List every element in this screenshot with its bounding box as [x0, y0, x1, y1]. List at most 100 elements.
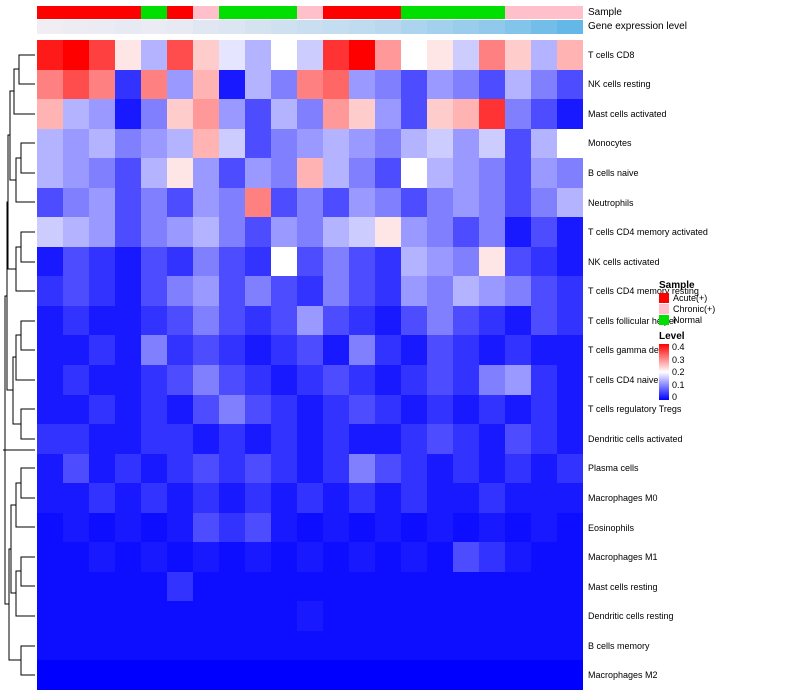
heatmap-cell — [505, 158, 531, 188]
row-label: NK cells resting — [588, 79, 651, 90]
heatmap-cell — [167, 276, 193, 306]
heatmap-cell — [453, 453, 479, 484]
heatmap-cell — [375, 128, 401, 159]
heatmap-cell — [115, 364, 141, 395]
heatmap-cell — [349, 483, 375, 513]
heatmap-cell — [375, 601, 401, 631]
heatmap-cell — [245, 660, 271, 690]
heatmap-cell — [427, 630, 453, 661]
expression-annotation-bar — [37, 20, 583, 34]
heatmap-cell — [63, 512, 89, 543]
heatmap-cell — [193, 630, 219, 661]
sample-annotation-cell — [401, 6, 427, 19]
heatmap-cell — [453, 364, 479, 395]
heatmap-cell — [219, 128, 245, 159]
heatmap-cell — [271, 99, 297, 129]
heatmap-cell — [531, 364, 557, 395]
row-label: B cells naive — [588, 167, 639, 178]
heatmap-cell — [375, 40, 401, 70]
heatmap-cell — [63, 542, 89, 572]
heatmap-cell — [63, 424, 89, 454]
heatmap-cell — [323, 335, 349, 365]
heatmap-cell — [557, 99, 583, 129]
heatmap-cell — [193, 335, 219, 365]
heatmap-cell — [297, 40, 323, 70]
heatmap-cell — [63, 630, 89, 661]
heatmap-cell — [37, 305, 63, 336]
heatmap-cell — [245, 128, 271, 159]
heatmap-cell — [115, 542, 141, 572]
heatmap-cell — [115, 217, 141, 247]
heatmap-cell — [531, 630, 557, 661]
heatmap-cell — [115, 276, 141, 306]
heatmap-cell — [141, 453, 167, 484]
heatmap-cell — [401, 364, 427, 395]
heatmap-cell — [427, 217, 453, 247]
heatmap-cell — [167, 305, 193, 336]
heatmap-cell — [167, 394, 193, 425]
level-tick-label: 0.2 — [672, 367, 685, 377]
heatmap-cell — [89, 246, 115, 277]
heatmap-cell — [453, 305, 479, 336]
heatmap-cell — [479, 305, 505, 336]
level-tick-label: 0.1 — [672, 379, 685, 390]
heatmap-cell — [453, 69, 479, 100]
heatmap-cell — [89, 453, 115, 484]
heatmap-cell — [557, 217, 583, 247]
heatmap-cell — [479, 630, 505, 661]
heatmap-cell — [271, 276, 297, 306]
heatmap-cell — [323, 571, 349, 602]
heatmap-cell — [453, 40, 479, 70]
heatmap-cell — [63, 158, 89, 188]
heatmap-cell — [219, 69, 245, 100]
heatmap-cell — [427, 483, 453, 513]
heatmap-cell — [219, 335, 245, 365]
heatmap-cell — [453, 483, 479, 513]
heatmap-cell — [219, 630, 245, 661]
heatmap-cell — [323, 158, 349, 188]
heatmap-cell — [479, 424, 505, 454]
heatmap-cell — [349, 335, 375, 365]
heatmap-cell — [531, 601, 557, 631]
heatmap-cell — [401, 99, 427, 129]
heatmap-cell — [531, 187, 557, 218]
level-tick-label: 0 — [672, 392, 678, 402]
heatmap-cell — [505, 99, 531, 129]
heatmap-cell — [245, 217, 271, 247]
heatmap-cell — [427, 542, 453, 572]
legend-sample-item: Acute(+) — [659, 293, 794, 303]
sample-annotation-cell — [297, 6, 323, 19]
heatmap-cell — [427, 364, 453, 395]
sample-annotation-cell — [245, 6, 271, 19]
heatmap-cell — [219, 483, 245, 513]
heatmap-cell — [193, 364, 219, 395]
heatmap-cell — [557, 40, 583, 70]
heatmap-cell — [531, 483, 557, 513]
heatmap-cell — [271, 128, 297, 159]
heatmap-cell — [401, 394, 427, 425]
heatmap-cell — [479, 40, 505, 70]
heatmap-cell — [193, 187, 219, 218]
heatmap-cell — [37, 660, 63, 690]
expression-annotation-cell — [245, 20, 271, 34]
heatmap-cell — [37, 571, 63, 602]
heatmap-cell — [479, 364, 505, 395]
heatmap-cell — [115, 394, 141, 425]
heatmap-cell — [141, 246, 167, 277]
heatmap-cell — [557, 542, 583, 572]
expression-annotation-cell — [557, 20, 583, 34]
heatmap-cell — [245, 394, 271, 425]
heatmap-cell — [63, 364, 89, 395]
heatmap-cell — [193, 394, 219, 425]
heatmap-cell — [219, 187, 245, 218]
heatmap-cell — [453, 630, 479, 661]
heatmap-cell — [271, 512, 297, 543]
heatmap-cell — [141, 187, 167, 218]
heatmap-cell — [427, 128, 453, 159]
heatmap-cell — [115, 630, 141, 661]
heatmap-cell — [167, 542, 193, 572]
expression-annotation-cell — [401, 20, 427, 34]
heatmap-cell — [323, 483, 349, 513]
heatmap-cell — [427, 158, 453, 188]
heatmap-cell — [167, 69, 193, 100]
